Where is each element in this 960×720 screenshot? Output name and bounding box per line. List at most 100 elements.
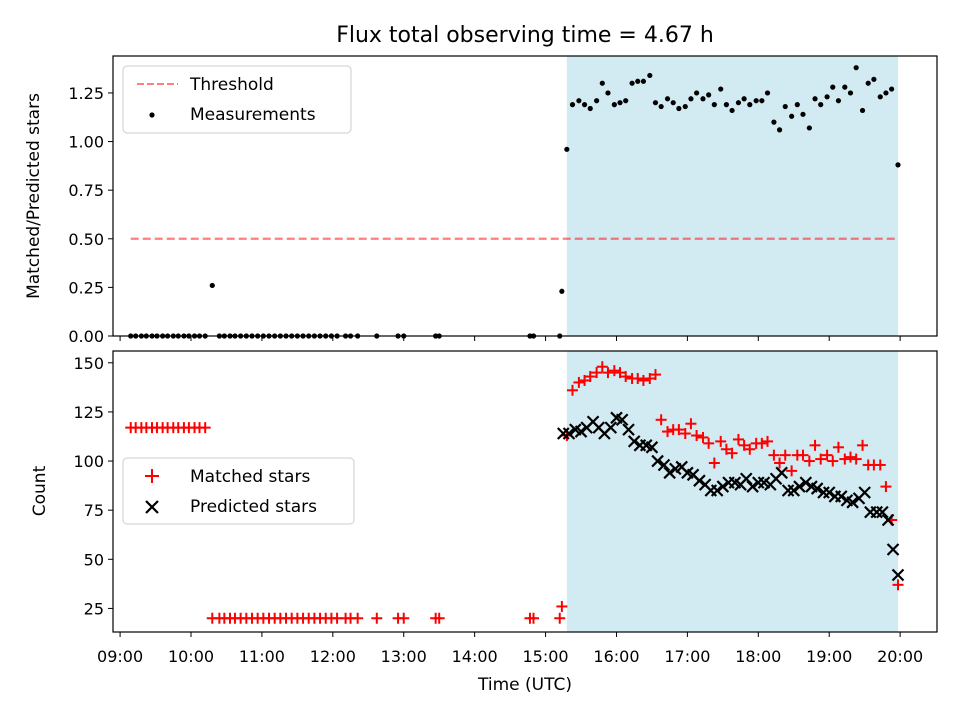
measurement-point — [599, 80, 605, 86]
matched-star-point — [691, 429, 703, 441]
predicted-star-point — [810, 482, 824, 495]
matched-star-point — [697, 431, 709, 443]
predicted-star-point — [834, 490, 848, 503]
matched-star-point — [832, 441, 844, 453]
measurement-point — [830, 84, 836, 90]
measurement-point — [782, 103, 788, 110]
matched-star-point — [839, 453, 851, 465]
matched-star-point — [352, 612, 364, 624]
matched-star-point — [608, 365, 620, 377]
matched-star-point — [850, 453, 862, 465]
matched-star-point — [620, 371, 632, 383]
x-tick-label: 18:00 — [735, 647, 781, 666]
x-tick-label: 11:00 — [239, 647, 285, 666]
measurement-point — [688, 96, 694, 102]
top-y-tick-label: 0.00 — [68, 327, 104, 346]
matched-star-point — [708, 457, 720, 469]
top-legend-box — [122, 65, 352, 134]
matched-star-point — [644, 373, 656, 385]
predicted-star-point — [615, 413, 629, 427]
measurement-point — [676, 105, 682, 112]
top-y-tick-label: 1.00 — [68, 133, 104, 152]
bottom-y-tick-label: 75 — [84, 501, 104, 520]
bottom-shaded-region — [566, 351, 898, 632]
predicted-star-point — [622, 423, 635, 436]
predicted-star-point — [710, 484, 724, 497]
matched-star-point — [815, 453, 827, 465]
measurement-point — [723, 102, 729, 108]
predicted-star-point — [752, 476, 765, 489]
matched-star-point — [821, 449, 833, 461]
matched-star-point — [662, 426, 674, 438]
measurement-point — [605, 90, 611, 96]
measurement-point — [759, 98, 765, 104]
top-y-axis-label: Matched/Predicted stars — [24, 93, 44, 299]
legend-measurements-swatch — [149, 112, 155, 118]
measurement-point — [800, 111, 806, 117]
matched-star-point — [857, 439, 869, 451]
measurement-point — [818, 102, 824, 108]
bottom-legend: Matched stars Predicted stars — [122, 457, 355, 525]
measurement-point — [865, 80, 871, 86]
measurement-point — [640, 78, 647, 84]
measurement-point — [617, 100, 623, 106]
bottom-y-tick-label: 125 — [73, 403, 104, 422]
matched-star-point — [371, 612, 383, 624]
measurement-point — [564, 146, 570, 152]
measurement-point — [889, 86, 895, 92]
measurement-point — [812, 96, 818, 102]
measurement-point — [842, 84, 848, 90]
top-y-tick-label: 0.75 — [68, 181, 104, 200]
matched-star-point — [726, 447, 738, 459]
matched-star-point — [596, 361, 608, 373]
measurement-points — [128, 65, 901, 339]
top-y-tick-label: 1.25 — [68, 84, 104, 103]
matched-star-point — [567, 384, 579, 396]
matched-star-points — [125, 361, 904, 624]
measurement-point — [652, 100, 659, 106]
matched-star-point — [809, 439, 821, 451]
x-tick-label: 14:00 — [452, 647, 498, 666]
measurement-point — [670, 100, 676, 106]
measurement-point — [647, 72, 653, 79]
legend-threshold-label: Threshold — [189, 75, 274, 95]
x-tick-label: 12:00 — [310, 647, 356, 666]
matched-star-point — [715, 435, 727, 447]
matched-star-point — [398, 612, 410, 624]
matched-star-point — [584, 371, 596, 383]
bottom-legend-box — [122, 457, 355, 525]
top-shade-layer — [566, 56, 898, 336]
x-tick-label: 10:00 — [168, 647, 214, 666]
measurement-point — [581, 102, 588, 108]
chart-title: Flux total observing time = 4.67 h — [336, 23, 714, 48]
matched-star-point — [679, 428, 691, 440]
bottom-y-axis-label: Count — [30, 465, 50, 516]
bottom-plot-frame — [112, 350, 938, 633]
predicted-star-point — [657, 458, 671, 472]
measurement-point — [771, 119, 777, 125]
matched-star-point — [779, 449, 791, 461]
measurement-point — [711, 102, 717, 108]
predicted-star-point — [870, 505, 884, 519]
predicted-star-points — [557, 411, 905, 582]
bottom-shade-layer — [566, 351, 898, 632]
matched-star-point — [632, 373, 644, 385]
bottom-y-tick-label: 100 — [73, 452, 104, 471]
measurement-point — [569, 102, 576, 108]
predicted-star-point — [891, 568, 905, 582]
matched-star-point — [685, 418, 697, 430]
predicted-star-point — [651, 454, 664, 468]
predicted-star-point — [886, 543, 900, 556]
x-tick-label: 15:00 — [523, 647, 569, 666]
measurement-point — [729, 107, 735, 114]
measurement-point — [209, 282, 215, 289]
top-y-axis: 0.00 0.25 0.50 0.75 1.00 1.25 — [68, 84, 113, 346]
bottom-y-tick-label: 50 — [84, 550, 104, 569]
measurement-point — [835, 98, 842, 104]
predicted-star-point — [799, 476, 813, 489]
measurement-point — [824, 94, 830, 100]
measurement-point — [853, 65, 859, 71]
measurement-point — [789, 113, 795, 119]
legend-matched-label: Matched stars — [190, 467, 310, 487]
matched-star-point — [786, 465, 798, 477]
